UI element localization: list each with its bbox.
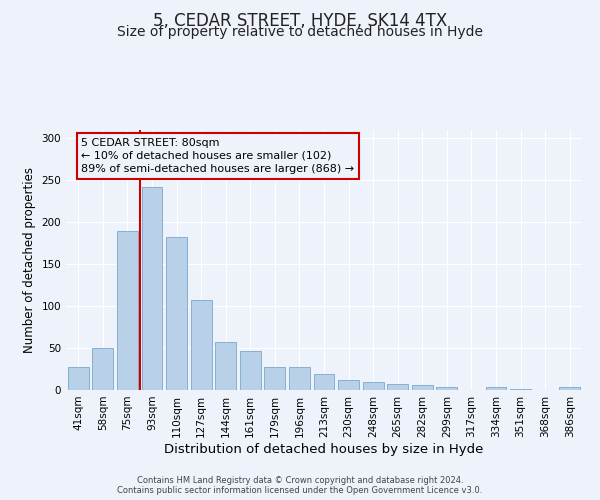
Bar: [289, 366, 310, 390]
Text: Size of property relative to detached houses in Hyde: Size of property relative to detached ho…: [117, 25, 483, 39]
Bar: [117, 230, 138, 390]
Bar: [387, 384, 408, 390]
Bar: [92, 348, 113, 390]
Bar: [265, 366, 286, 390]
Bar: [240, 352, 261, 390]
Bar: [314, 374, 334, 390]
Text: Contains public sector information licensed under the Open Government Licence v3: Contains public sector information licen…: [118, 486, 482, 495]
Bar: [215, 342, 236, 390]
Bar: [166, 238, 187, 390]
Bar: [362, 382, 383, 390]
Bar: [510, 389, 531, 390]
Bar: [559, 388, 580, 390]
Text: Contains HM Land Registry data © Crown copyright and database right 2024.: Contains HM Land Registry data © Crown c…: [137, 476, 463, 485]
Bar: [338, 380, 359, 390]
Bar: [412, 385, 433, 390]
Bar: [436, 388, 457, 390]
Bar: [142, 187, 163, 390]
Bar: [191, 300, 212, 390]
Text: 5 CEDAR STREET: 80sqm
← 10% of detached houses are smaller (102)
89% of semi-det: 5 CEDAR STREET: 80sqm ← 10% of detached …: [82, 138, 355, 174]
Bar: [68, 366, 89, 390]
X-axis label: Distribution of detached houses by size in Hyde: Distribution of detached houses by size …: [164, 442, 484, 456]
Bar: [485, 388, 506, 390]
Y-axis label: Number of detached properties: Number of detached properties: [23, 167, 36, 353]
Text: 5, CEDAR STREET, HYDE, SK14 4TX: 5, CEDAR STREET, HYDE, SK14 4TX: [153, 12, 447, 30]
